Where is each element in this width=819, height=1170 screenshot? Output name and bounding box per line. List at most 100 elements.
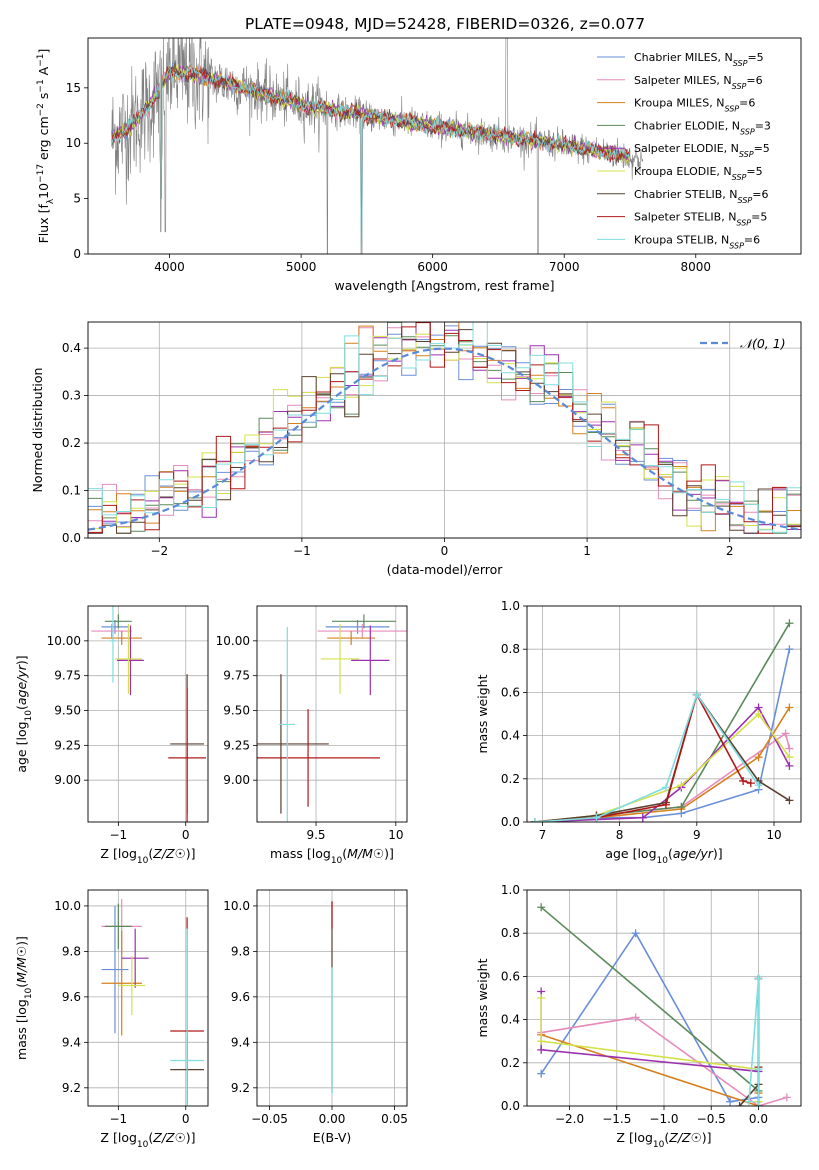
y-axis-label: Normed distribution (30, 368, 45, 493)
x-tick-label: 8 (616, 828, 624, 842)
axes-frame (526, 605, 802, 823)
y-axis-label-part: ( (14, 705, 29, 710)
y-axis-label-part: log (14, 721, 29, 740)
series-marker (735, 1102, 744, 1106)
series-marker (785, 703, 794, 712)
y-tick-label: 9.75 (223, 669, 250, 683)
y-axis-label-part: −1 (36, 79, 46, 92)
x-tick-label: 2 (726, 544, 734, 558)
y-tick-label: 10.00 (216, 634, 250, 648)
legend-entry: Kroupa STELIB, NSSP=6 (634, 233, 760, 250)
legend-entry-count: =6 (746, 74, 762, 87)
y-tick-label: 0 (73, 247, 81, 261)
x-tick-label: 8000 (680, 260, 711, 274)
y-tick-label: 0.6 (501, 969, 520, 983)
x-axis-label: Z [log10(Z/Z☉)] (616, 1130, 711, 1150)
legend-entry-count: =3 (755, 119, 771, 132)
legend-entry: Salpeter STELIB, NSSP=5 (634, 211, 767, 228)
y-tick-label: 10 (66, 136, 81, 150)
x-axis-label-part: )] (713, 846, 723, 861)
x-axis-label-part: 10 (331, 856, 343, 866)
y-axis-label: mass weight (475, 674, 490, 753)
y-tick-label: 10.00 (47, 634, 81, 648)
y-axis-label-part: ( (14, 983, 29, 988)
y-axis-label-part: erg cm (36, 116, 51, 164)
series-marker (785, 753, 794, 762)
x-axis-label-part: log (637, 846, 656, 861)
x-axis-label-part: ( (664, 1130, 669, 1145)
series-marker (785, 645, 794, 654)
x-tick-label: −1.5 (602, 1112, 631, 1126)
legend-entry: Kroupa ELODIE, NSSP=5 (634, 165, 763, 182)
y-axis-label-part: 10 (36, 183, 51, 199)
y-axis-label-part: −1 (36, 54, 46, 67)
legend-entry-name: Chabrier ELODIE, N (634, 119, 740, 132)
x-axis-label-part: )] (384, 846, 394, 861)
legend-entry-normal: 𝒩(0, 1) (740, 336, 786, 351)
series-marker (746, 779, 755, 788)
errorbar-point (101, 905, 129, 1034)
x-axis-label-part: ( (342, 846, 347, 861)
y-tick-label: 9.00 (223, 773, 250, 787)
y-tick-label: 9.25 (223, 738, 250, 752)
series-marker (661, 783, 670, 792)
errorbar-point (351, 625, 390, 696)
x-axis-label-part: Z/Z☉ (668, 1130, 702, 1145)
y-axis-label-part: age/yr (14, 664, 29, 705)
x-axis-label-part: Z/Z☉ (152, 1130, 186, 1145)
y-axis-label-part: ] (36, 49, 51, 54)
y-axis-label-part: −2 (36, 103, 46, 116)
y-tick-label: 1.0 (501, 599, 520, 613)
y-tick-label: 9.00 (54, 773, 81, 787)
x-tick-label: 9.5 (306, 828, 325, 842)
legend-entry-count: =5 (747, 51, 763, 64)
series-marker (754, 974, 763, 983)
y-axis-label-part: M/M☉ (14, 946, 29, 983)
series-marker (754, 753, 763, 762)
series-marker (754, 1065, 763, 1074)
plot-area (530, 619, 794, 822)
series-marker (631, 929, 640, 938)
plot-area (88, 322, 801, 534)
plot-area (91, 606, 206, 822)
series-marker (537, 1069, 546, 1078)
x-tick-label: 0.00 (319, 1112, 346, 1126)
x-axis-label-part: log (118, 846, 137, 861)
legend-entry-name: Kroupa STELIB, N (634, 233, 729, 246)
x-tick-label: 7 (539, 828, 547, 842)
legend-entry-sub: SSP (739, 150, 754, 159)
errorbar-point (257, 674, 329, 814)
legend-entry-name: Salpeter MILES, N (634, 74, 732, 87)
x-axis-label: wavelength [Angstrom, rest frame] (334, 278, 554, 293)
x-axis-label-part: M/M☉ (347, 846, 384, 861)
series-marker (745, 1097, 754, 1106)
series-marker (530, 818, 539, 822)
x-tick-label: 0 (441, 544, 449, 558)
x-axis-label-part: ( (668, 846, 673, 861)
errorbar-point (121, 928, 149, 988)
y-axis-label: mass [log10(M/M☉)] (14, 936, 34, 1060)
x-tick-label: 0.05 (381, 1112, 408, 1126)
legend-entry: Chabrier STELIB, NSSP=6 (634, 188, 768, 205)
legend-entry-name: Kroupa MILES, N (634, 97, 724, 110)
x-axis-label-part: ( (148, 1130, 153, 1145)
y-tick-label: 0.6 (501, 685, 520, 699)
axes-frame (87, 889, 209, 1107)
legend-entry: Chabrier MILES, NSSP=5 (634, 51, 764, 68)
legend-entry: Salpeter MILES, NSSP=6 (634, 74, 763, 91)
y-axis-label: mass weight (475, 958, 490, 1037)
x-axis-label-part: Z [ (100, 1130, 117, 1145)
series-marker (677, 802, 686, 811)
y-tick-label: 9.8 (62, 944, 81, 958)
plot-area (537, 903, 791, 1106)
errorbar-point (101, 631, 142, 646)
legend-entry-count: =5 (746, 165, 762, 178)
x-tick-label: 5000 (286, 260, 317, 274)
legend-entry-count: =5 (751, 211, 767, 224)
series-marker (785, 744, 794, 753)
x-axis-label: E(B-V) (313, 1130, 352, 1145)
y-tick-label: 10.0 (223, 899, 250, 913)
series-marker (537, 994, 546, 1002)
